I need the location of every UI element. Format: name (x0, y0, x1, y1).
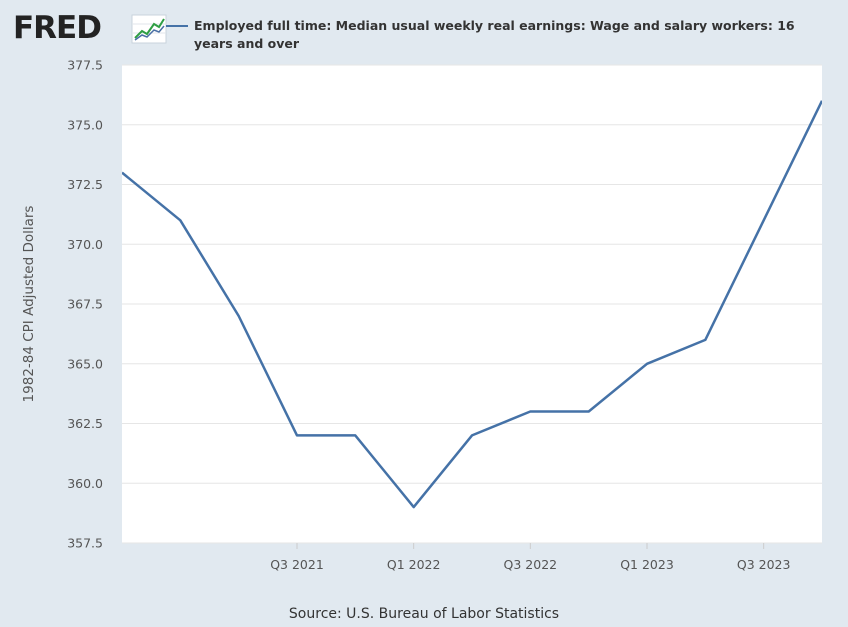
y-tick-label: 360.0 (67, 476, 103, 491)
source-note: Source: U.S. Bureau of Labor Statistics (288, 606, 560, 622)
x-tick-label: Q3 2021 (270, 557, 324, 572)
x-axis-ticks: Q3 2021 Q1 2022 Q3 2022 Q1 2023 Q3 2023 (270, 543, 790, 572)
y-tick-label: 367.5 (67, 297, 103, 312)
x-tick-label: Q1 2023 (620, 557, 674, 572)
y-tick-label: 375.0 (67, 117, 103, 132)
y-tick-label: 370.0 (67, 237, 103, 252)
series-layer (122, 100, 822, 509)
grid-lines (122, 64, 822, 544)
x-tick-label: Q1 2022 (387, 557, 441, 572)
fred-logo[interactable]: FRED (13, 10, 167, 46)
chart-header: FRED Employed full time: Median usual we… (0, 0, 848, 62)
x-tick-label: Q3 2023 (737, 557, 791, 572)
y-axis-ticks: 357.5 360.0 362.5 365.0 367.5 370.0 372.5 375.0… (67, 58, 103, 551)
legend-line-swatch (166, 25, 188, 27)
x-tick-label: Q3 2022 (504, 557, 558, 572)
trend-graph-icon (131, 14, 167, 44)
y-tick-label: 372.5 (67, 177, 103, 192)
y-tick-label: 357.5 (67, 536, 103, 551)
y-tick-label: 362.5 (67, 416, 103, 431)
y-tick-label: 377.5 (67, 58, 103, 73)
legend-label: Employed full time: Median usual weekly … (194, 18, 795, 51)
y-axis-label: 1982-84 CPI Adjusted Dollars (21, 206, 37, 403)
y-tick-label: 365.0 (67, 356, 103, 371)
fred-logo-text: FRED (13, 10, 102, 46)
